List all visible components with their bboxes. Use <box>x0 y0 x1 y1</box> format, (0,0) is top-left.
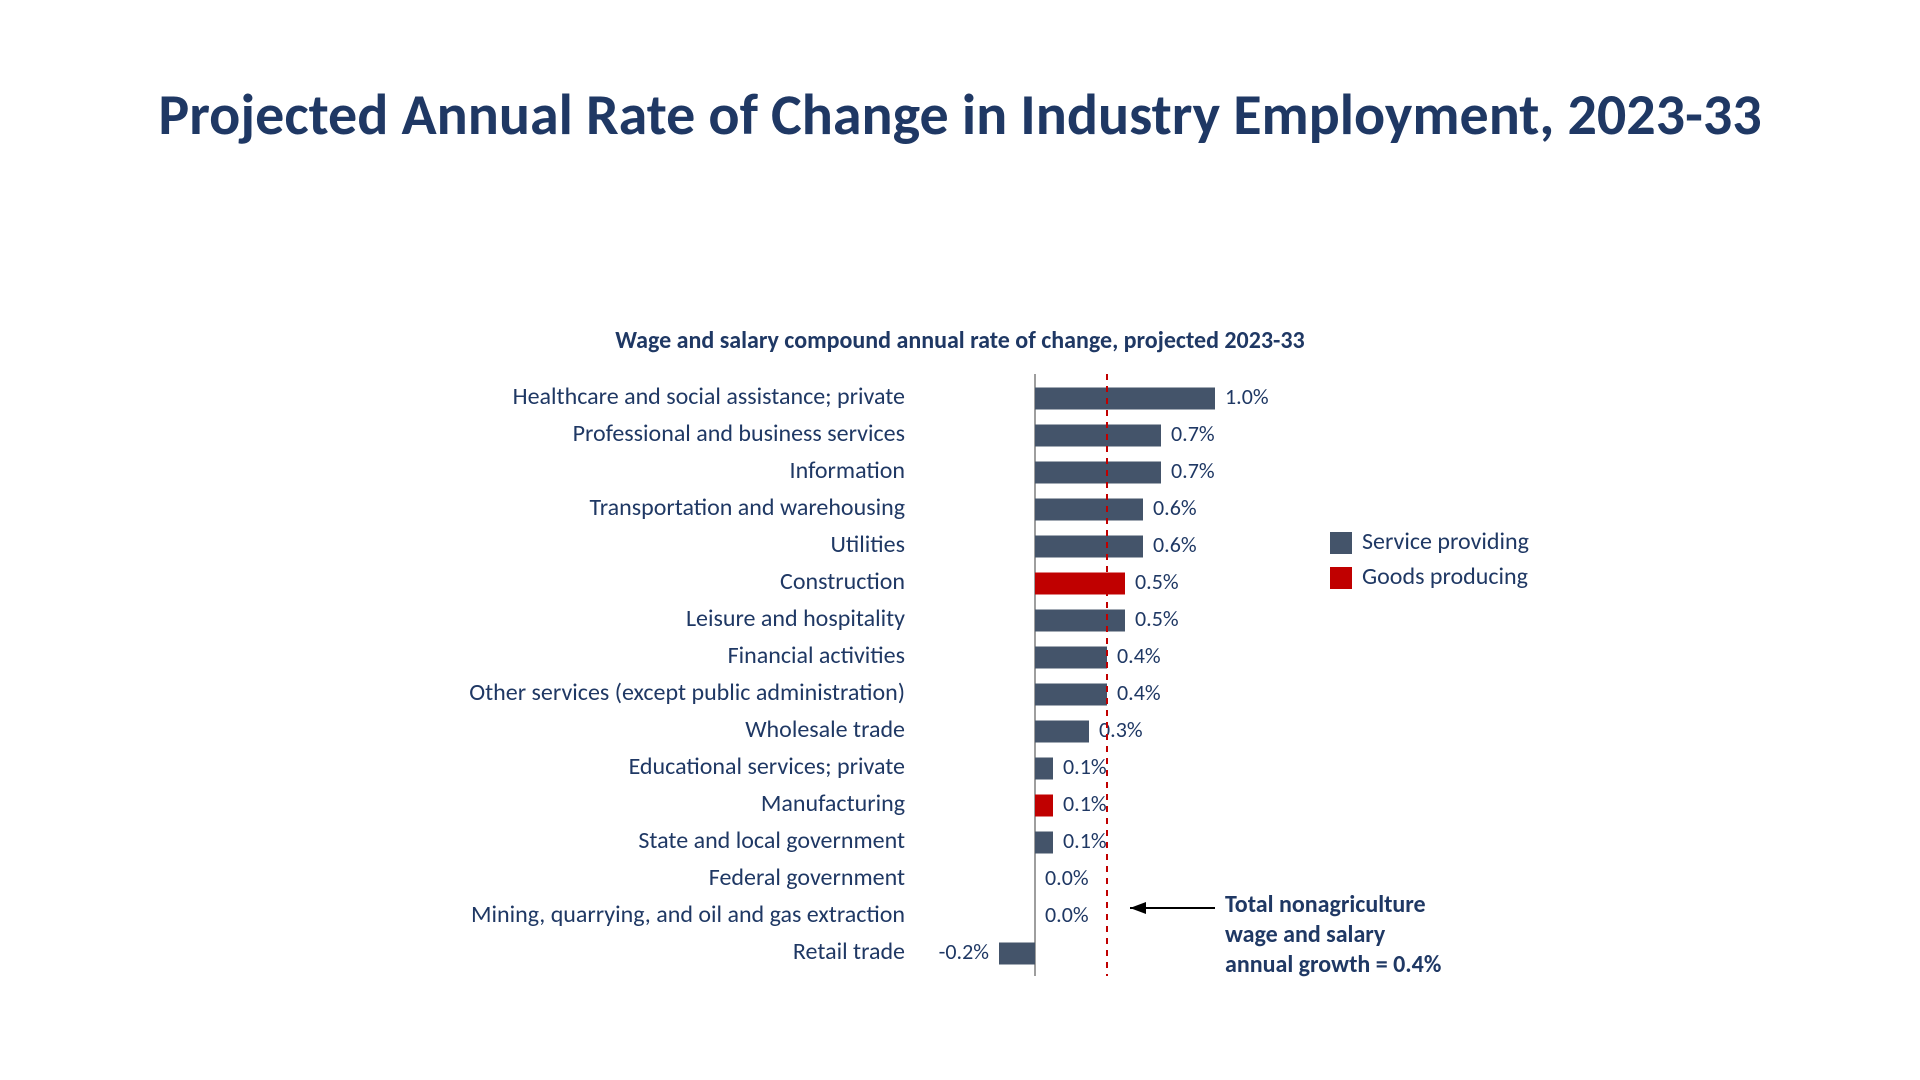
legend-item: Service providing <box>1330 527 1529 556</box>
value-label: 0.4% <box>1117 679 1161 706</box>
value-label: 1.0% <box>1225 383 1269 410</box>
value-label: 0.7% <box>1171 457 1215 484</box>
value-label: 0.1% <box>1063 827 1107 854</box>
category-label: Professional and business services <box>573 419 905 448</box>
value-label: 0.0% <box>1045 901 1089 928</box>
bar <box>1035 573 1125 595</box>
bar <box>1035 610 1125 632</box>
category-label: Retail trade <box>793 937 905 966</box>
legend: Service providing Goods producing <box>1330 527 1529 597</box>
category-label: Transportation and warehousing <box>590 493 905 522</box>
legend-label: Goods producing <box>1362 562 1528 591</box>
category-label: Federal government <box>709 863 905 892</box>
value-label: 0.1% <box>1063 753 1107 780</box>
bar-chart: Healthcare and social assistance; privat… <box>0 0 1920 1080</box>
value-label: 0.5% <box>1135 568 1179 595</box>
category-label: Wholesale trade <box>745 715 905 744</box>
value-label: 0.3% <box>1099 716 1143 743</box>
reference-annotation: Total nonagriculturewage and salaryannua… <box>1225 890 1441 980</box>
value-label: 0.0% <box>1045 864 1089 891</box>
bar <box>1035 462 1161 484</box>
category-label: Leisure and hospitality <box>686 604 905 633</box>
category-label: Utilities <box>831 530 905 559</box>
value-label: 0.4% <box>1117 642 1161 669</box>
bar <box>1035 721 1089 743</box>
annotation-line: wage and salary <box>1225 920 1441 950</box>
bar <box>1035 832 1053 854</box>
page: Projected Annual Rate of Change in Indus… <box>0 0 1920 1080</box>
legend-label: Service providing <box>1362 527 1529 556</box>
value-label: 0.6% <box>1153 531 1197 558</box>
bar <box>1035 536 1143 558</box>
value-label: 0.6% <box>1153 494 1197 521</box>
category-label: Information <box>790 456 905 485</box>
bar <box>999 943 1035 965</box>
bar <box>1035 795 1053 817</box>
bar <box>1035 499 1143 521</box>
value-label: 0.1% <box>1063 790 1107 817</box>
category-label: Healthcare and social assistance; privat… <box>513 382 905 411</box>
annotation-line: annual growth = 0.4% <box>1225 950 1441 980</box>
category-label: State and local government <box>638 826 905 855</box>
category-label: Educational services; private <box>629 752 905 781</box>
category-label: Financial activities <box>728 641 905 670</box>
annotation-line: Total nonagriculture <box>1225 890 1441 920</box>
value-label: -0.2% <box>939 938 990 965</box>
bar <box>1035 684 1107 706</box>
bar <box>1035 388 1215 410</box>
legend-swatch <box>1330 567 1352 589</box>
bar <box>1035 647 1107 669</box>
value-label: 0.7% <box>1171 420 1215 447</box>
category-label: Mining, quarrying, and oil and gas extra… <box>471 900 905 929</box>
legend-item: Goods producing <box>1330 562 1529 591</box>
category-label: Other services (except public administra… <box>469 678 905 707</box>
bar <box>1035 425 1161 447</box>
category-label: Construction <box>780 567 905 596</box>
value-label: 0.5% <box>1135 605 1179 632</box>
bar <box>1035 758 1053 780</box>
legend-swatch <box>1330 532 1352 554</box>
category-label: Manufacturing <box>761 789 905 818</box>
